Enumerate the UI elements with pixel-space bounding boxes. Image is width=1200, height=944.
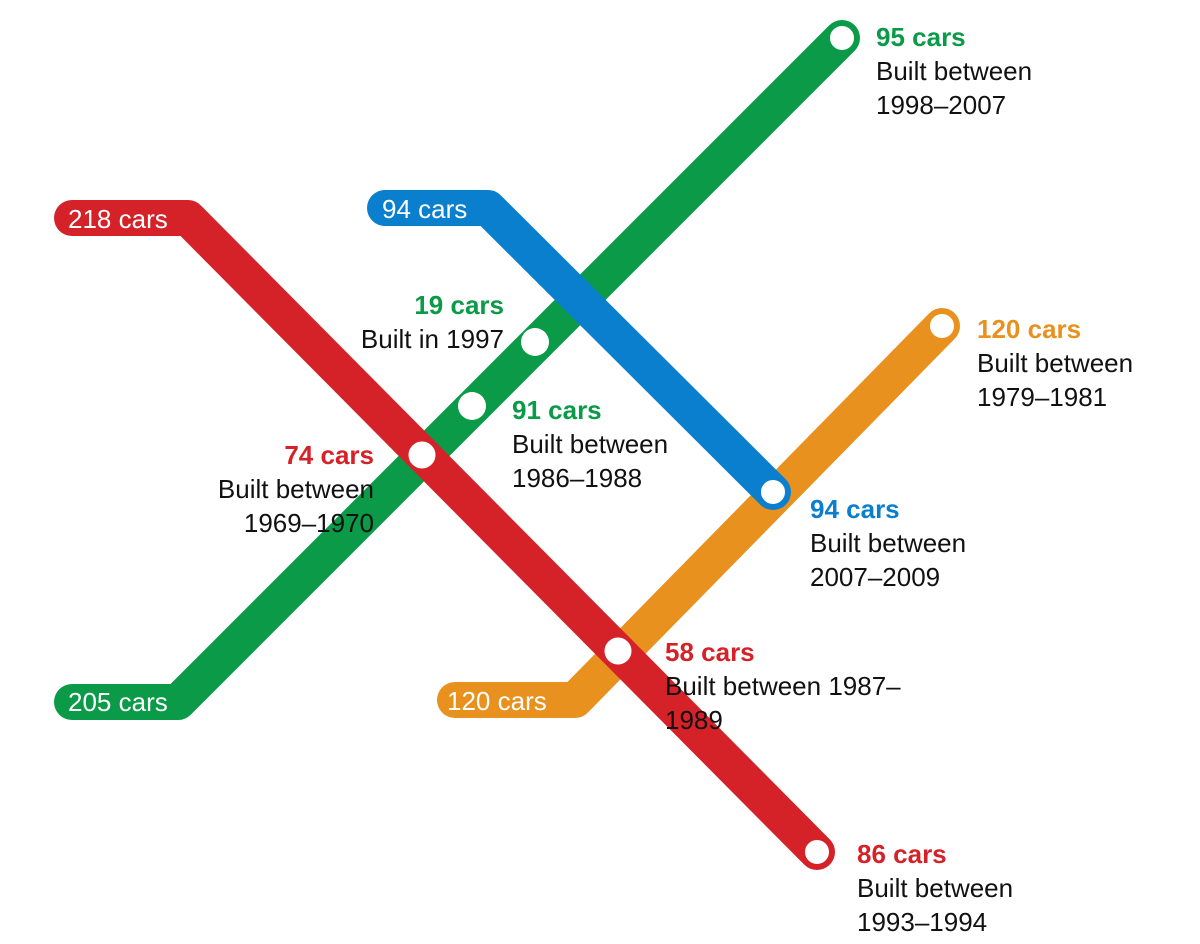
orange-line-start-label: 120 cars: [447, 686, 547, 716]
station-built-text: Built between: [857, 873, 1014, 903]
station-built-text: Built between: [876, 56, 1033, 86]
station-built-text: Built between: [512, 429, 669, 459]
station-built-years: 1986–1988: [512, 463, 643, 493]
red-line-start-label: 218 cars: [68, 204, 168, 234]
station-blue-end: [757, 476, 789, 508]
blue-line-start-label: 94 cars: [382, 194, 468, 224]
label-orange-end: 120 cars Built between 1979–1981: [977, 312, 1133, 414]
station-built-text: Built between: [977, 348, 1134, 378]
station-green-end: [826, 22, 858, 54]
station-built-years: 2007–2009: [810, 562, 941, 592]
station-count: 86 cars: [857, 839, 947, 869]
label-green-end: 95 cars Built between 1998–2007: [876, 20, 1032, 122]
green-line: [54, 20, 860, 720]
station-built-years: 1979–1981: [977, 382, 1108, 412]
station-built-text: Built between 1987–: [665, 671, 901, 701]
station-count: 91 cars: [512, 395, 602, 425]
station-green-91: [458, 392, 486, 420]
station-count: 19 cars: [414, 290, 504, 320]
station-count: 74 cars: [284, 440, 374, 470]
station-red-end: [801, 836, 833, 868]
label-red-74: 74 cars Built between 1969–1970: [218, 438, 374, 540]
station-green-19: [521, 328, 549, 356]
station-built-text: Built in 1997: [360, 324, 504, 354]
station-count: 58 cars: [665, 637, 755, 667]
station-count: 95 cars: [876, 22, 966, 52]
station-red-74: [405, 438, 439, 472]
label-red-end: 86 cars Built between 1993–1994: [857, 837, 1013, 939]
label-green-19: 19 cars Built in 1997: [361, 288, 504, 356]
label-blue-end: 94 cars Built between 2007–2009: [810, 492, 966, 594]
station-count: 120 cars: [977, 314, 1082, 344]
blue-line: [367, 190, 791, 510]
station-built-years: 1989: [665, 705, 723, 735]
station-built-text: Built between: [217, 474, 374, 504]
orange-line: [437, 308, 960, 718]
station-built-text: Built between: [810, 528, 967, 558]
station-orange-end: [926, 310, 958, 342]
label-green-91: 91 cars Built between 1986–1988: [512, 393, 668, 495]
station-built-years: 1998–2007: [876, 90, 1007, 120]
station-red-58: [601, 634, 635, 668]
station-built-years: 1969–1970: [243, 508, 374, 538]
station-count: 94 cars: [810, 494, 900, 524]
label-red-58: 58 cars Built between 1987– 1989: [665, 635, 901, 737]
station-built-years: 1993–1994: [857, 907, 988, 937]
green-line-start-label: 205 cars: [68, 687, 168, 717]
